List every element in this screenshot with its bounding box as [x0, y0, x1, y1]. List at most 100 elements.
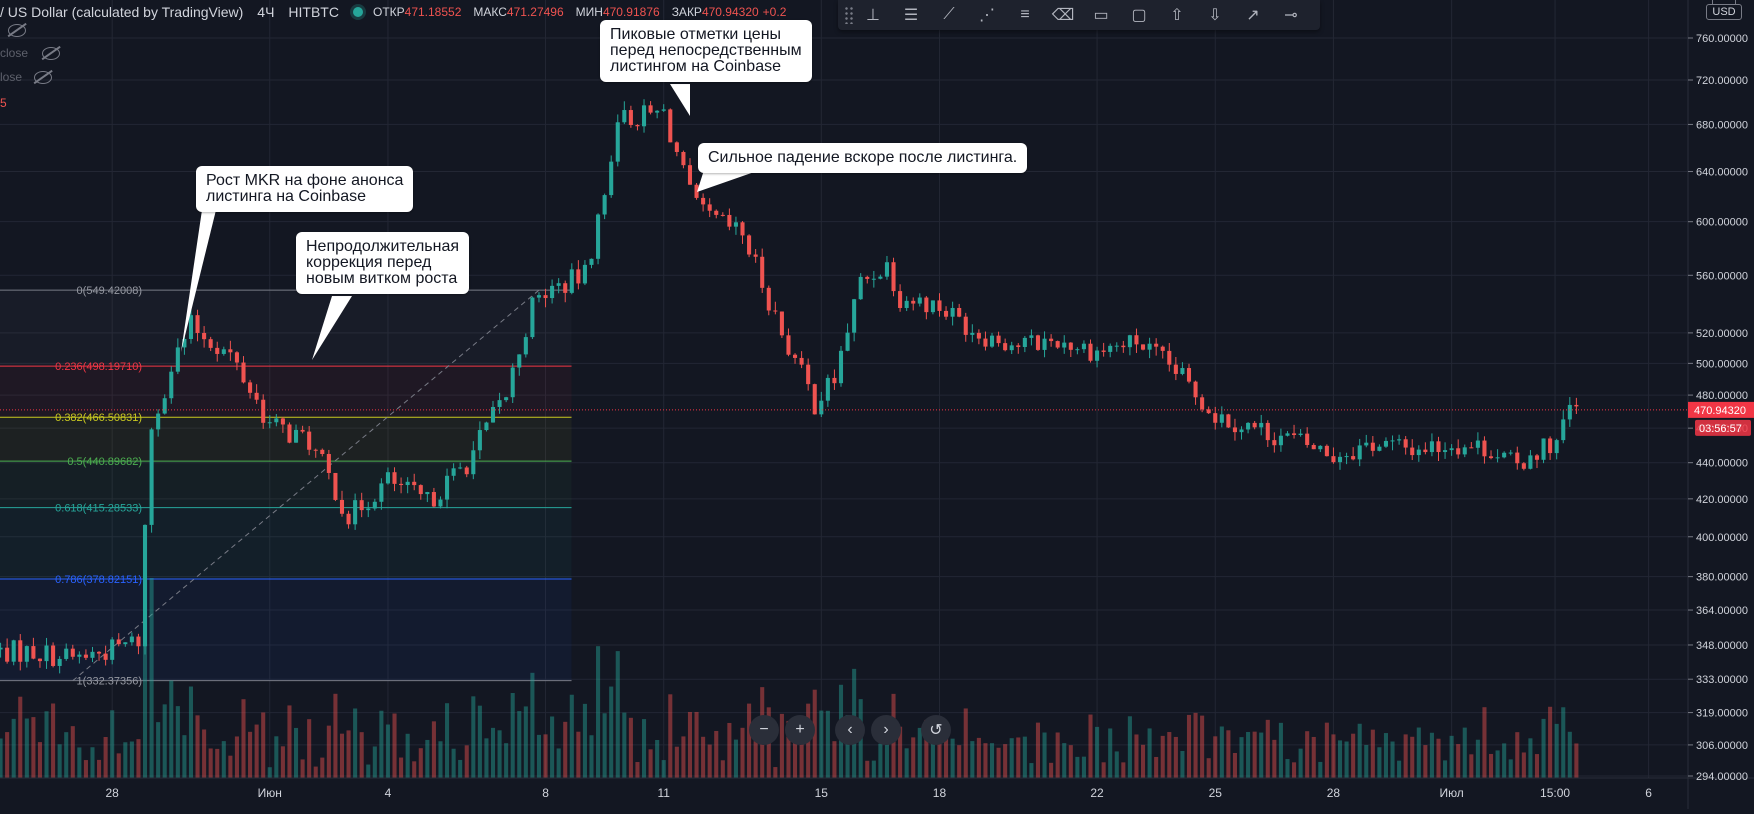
zoom-in-button[interactable]: +: [785, 715, 815, 745]
candle-body: [37, 658, 42, 662]
candle-body: [1193, 381, 1198, 398]
candle-body: [1521, 463, 1526, 469]
candle-body: [655, 110, 660, 113]
fib-retracement-icon[interactable]: ≡: [1020, 6, 1030, 23]
zoom-out-button[interactable]: −: [749, 715, 779, 745]
volume-bar: [569, 694, 574, 778]
volume-bar: [1292, 762, 1297, 778]
candle-body: [490, 406, 496, 423]
annotation-growth[interactable]: Рост MKR на фоне анонса листинга на Coin…: [196, 166, 414, 212]
candle-body: [753, 254, 758, 257]
candle-body: [182, 338, 187, 348]
candle-body: [845, 332, 850, 351]
parallel-lines-icon[interactable]: ☰: [903, 7, 919, 24]
candle-body: [1213, 413, 1218, 423]
volume-bar: [970, 741, 975, 778]
currency-button[interactable]: USD: [1706, 4, 1742, 20]
volume-bar: [1022, 736, 1027, 778]
candle-body: [188, 315, 194, 339]
candle-body: [1482, 440, 1487, 457]
volume-bar: [1075, 756, 1080, 778]
symbol-title[interactable]: / US Dollar (calculated by TradingView): [0, 4, 244, 20]
volume-bar: [1534, 754, 1540, 778]
candle-body: [1475, 440, 1480, 448]
fib-zone: [0, 461, 572, 508]
volume-bar: [51, 703, 56, 778]
candle-body: [1541, 438, 1546, 460]
scroll-right-button[interactable]: ›: [871, 715, 901, 745]
eye-icon[interactable]: [34, 70, 53, 84]
candle-body: [1495, 457, 1500, 459]
time-tick-label: 6: [1645, 786, 1652, 800]
volume-bar: [97, 759, 102, 778]
timeframe-label[interactable]: 4Ч: [257, 4, 275, 20]
eye-icon[interactable]: [8, 24, 26, 42]
candle-body: [97, 651, 102, 654]
candle-body: [57, 658, 62, 666]
volume-bar: [241, 699, 246, 778]
candle-body: [1515, 452, 1520, 464]
volume-bar: [589, 735, 594, 778]
annotation-drop[interactable]: Сильное падение вскоре после листинга.: [698, 143, 1028, 173]
candle-body: [510, 367, 515, 398]
volume-bar: [11, 718, 16, 778]
volume-bar: [287, 705, 292, 778]
volume-bar: [1364, 744, 1369, 778]
candle-body: [346, 513, 351, 525]
time-tick-label: 22: [1090, 786, 1104, 800]
candle-body: [44, 645, 49, 662]
candle-body: [582, 264, 587, 284]
candle-body: [806, 364, 811, 385]
volume-bar: [353, 708, 358, 778]
volume-bar: [1062, 743, 1067, 778]
candle-body: [733, 222, 738, 227]
volume-bar: [786, 720, 791, 778]
volume-bar: [169, 680, 174, 778]
reset-chart-button[interactable]: ↺: [921, 715, 951, 745]
volume-bar: [339, 733, 345, 778]
volume-bar: [845, 715, 850, 778]
volume-bar: [1095, 726, 1100, 778]
annotation-correction[interactable]: Непродолжительная коррекция перед новым …: [296, 232, 470, 294]
volume-bar: [37, 742, 42, 778]
volume-bar: [687, 711, 693, 778]
fib-fan-icon[interactable]: ⋰: [979, 7, 995, 24]
volume-bar: [747, 703, 752, 778]
ohlc-value: 471.27496: [506, 5, 564, 19]
callout-pointer: [312, 296, 352, 360]
trend-line-icon[interactable]: ⟋: [943, 6, 955, 23]
candle-body: [963, 316, 968, 335]
horizontal-ray-icon[interactable]: ⊸: [1284, 7, 1298, 24]
candle-body: [766, 287, 771, 311]
candle-body: [1239, 429, 1244, 433]
volume-bar: [1009, 738, 1014, 778]
ray-icon[interactable]: ↗: [1246, 7, 1260, 24]
vertical-line-icon[interactable]: ⊥: [866, 7, 880, 24]
candle-body: [0, 647, 3, 650]
eraser-icon[interactable]: ⌫: [1051, 7, 1075, 24]
volume-bar: [385, 724, 390, 778]
arrow-down-icon[interactable]: ⇩: [1208, 7, 1222, 24]
drag-handle-icon[interactable]: [844, 6, 854, 24]
eye-icon[interactable]: [42, 46, 61, 60]
volume-bar: [1449, 735, 1454, 778]
rectangle-icon[interactable]: ▢: [1131, 7, 1147, 24]
volume-bar: [346, 730, 351, 778]
ohlc-key: ОТКР: [372, 5, 405, 19]
scroll-left-button[interactable]: ‹: [835, 715, 865, 745]
volume-bar: [18, 696, 23, 778]
comment-icon[interactable]: ▭: [1093, 7, 1109, 24]
volume-bar: [484, 738, 489, 778]
volume-bar: [1265, 719, 1270, 778]
candle-body: [989, 335, 995, 347]
candle-body: [1449, 448, 1454, 451]
exchange-label: HITBTC: [288, 4, 339, 20]
legend-row: 5: [0, 96, 7, 110]
candle-body: [747, 235, 752, 255]
annotation-peak[interactable]: Пиковые отметки цены перед непосредствен…: [600, 20, 812, 82]
candle-body: [156, 413, 161, 430]
arrow-up-icon[interactable]: ⇧: [1170, 7, 1184, 24]
candle-body: [1278, 435, 1283, 446]
